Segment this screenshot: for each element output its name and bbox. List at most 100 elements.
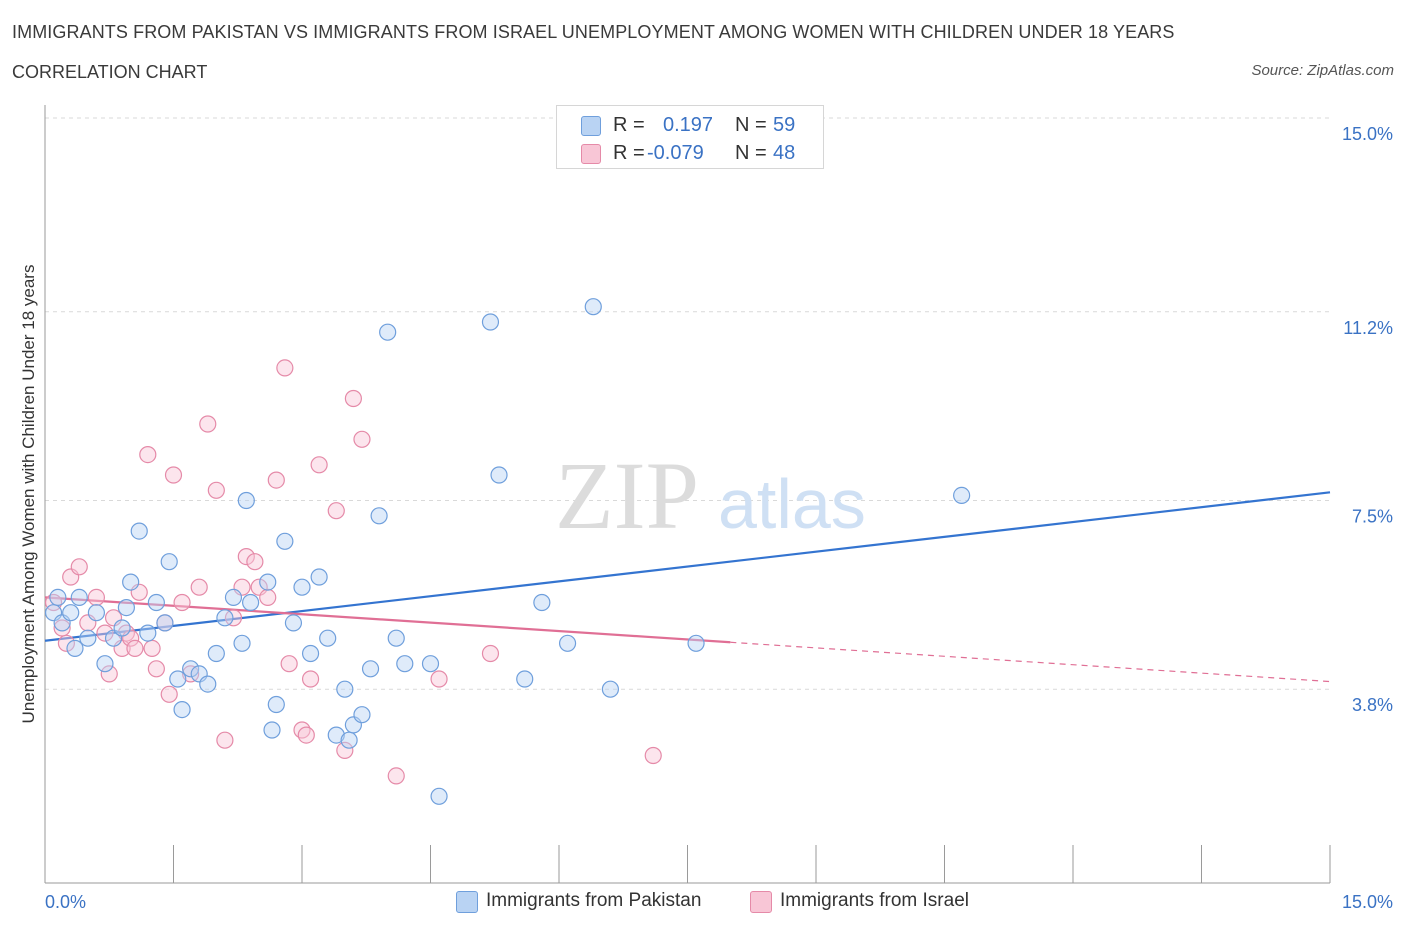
data-point-israel — [139, 446, 157, 464]
data-point-pakistan — [301, 644, 320, 663]
data-point-israel — [267, 471, 285, 489]
data-point-pakistan — [396, 655, 414, 673]
data-point-israel — [147, 660, 165, 678]
y-tick-label: 3.8% — [1352, 695, 1393, 715]
data-point-pakistan — [147, 593, 165, 612]
bottom-legend-label-pakistan: Immigrants from Pakistan — [486, 890, 702, 911]
legend-n-label: N = — [735, 114, 767, 136]
data-point-pakistan — [310, 568, 328, 586]
data-point-pakistan — [361, 660, 380, 678]
y-axis-label: Unemployment Among Women with Children U… — [19, 265, 38, 724]
data-point-pakistan — [319, 629, 337, 647]
data-point-pakistan — [584, 298, 602, 316]
legend-n-label: N = — [735, 142, 767, 164]
data-point-israel — [276, 359, 294, 377]
data-point-israel — [301, 670, 320, 688]
data-point-pakistan — [430, 787, 448, 805]
data-point-israel — [644, 746, 662, 765]
data-point-pakistan — [336, 680, 354, 698]
data-point-pakistan — [122, 573, 140, 591]
data-point-israel — [190, 578, 208, 596]
data-point-israel — [100, 665, 118, 683]
legend-r-label: R = — [613, 142, 645, 164]
y-tick-label: 11.2% — [1343, 318, 1393, 338]
data-point-israel — [259, 588, 277, 607]
trend-line-israel — [44, 596, 731, 644]
data-point-israel — [207, 481, 225, 499]
data-point-israel — [237, 547, 255, 566]
x-tick-label: 15.0% — [1342, 892, 1393, 912]
correlation-legend: R = 0.197 N = 59 R = -0.079 N = 48 — [556, 105, 824, 169]
data-point-pakistan — [87, 604, 106, 622]
chart-title: IMMIGRANTS FROM PAKISTAN VS IMMIGRANTS F… — [12, 22, 1175, 42]
data-points — [44, 298, 971, 805]
y-tick-label: 7.5% — [1352, 507, 1393, 527]
data-point-pakistan — [558, 634, 577, 652]
legend-n-value-pakistan: 59 — [773, 114, 796, 136]
data-point-pakistan — [117, 598, 135, 617]
data-point-israel — [216, 731, 234, 749]
legend-r-label: R = — [613, 114, 645, 136]
data-point-pakistan — [233, 634, 251, 652]
data-point-pakistan — [79, 629, 97, 647]
data-point-pakistan — [113, 619, 131, 637]
legend-r-value-pakistan: 0.197 — [663, 114, 714, 136]
bottom-legend-label-israel: Immigrants from Israel — [780, 890, 969, 911]
legend-swatch-israel — [581, 144, 601, 164]
data-point-israel — [164, 466, 183, 484]
data-point-pakistan — [242, 593, 260, 612]
data-point-pakistan — [156, 614, 174, 632]
source-note: Source: ZipAtlas.com — [1251, 62, 1394, 79]
data-point-pakistan — [224, 588, 243, 607]
data-point-pakistan — [421, 655, 440, 673]
watermark: ZIP atlas — [555, 442, 866, 549]
data-point-pakistan — [169, 670, 187, 688]
data-point-pakistan — [267, 695, 285, 714]
legend-swatch-pakistan — [581, 116, 601, 136]
data-point-israel — [173, 593, 191, 612]
trend-lines — [44, 491, 1331, 683]
data-point-pakistan — [216, 609, 234, 627]
data-point-pakistan — [533, 593, 551, 612]
bottom-legend-swatch-pakistan — [456, 891, 478, 913]
data-point-pakistan — [160, 553, 178, 571]
watermark-zip: ZIP — [555, 442, 699, 549]
data-point-pakistan — [66, 639, 84, 658]
data-point-pakistan — [237, 491, 255, 510]
data-point-israel — [199, 415, 217, 433]
data-point-israel — [96, 624, 114, 642]
watermark-atlas: atlas — [718, 465, 866, 543]
data-point-pakistan — [284, 614, 303, 632]
data-point-pakistan — [516, 670, 534, 688]
tick-labels: 3.8% 7.5% 11.2% 15.0% 0.0% 15.0% — [45, 124, 1393, 912]
data-point-pakistan — [379, 323, 397, 341]
data-point-pakistan — [139, 624, 157, 642]
data-point-pakistan — [173, 700, 191, 719]
y-tick-label: 15.0% — [1342, 124, 1393, 144]
data-point-pakistan — [62, 604, 80, 622]
data-point-pakistan — [207, 644, 225, 663]
data-point-pakistan — [199, 675, 217, 693]
data-point-pakistan — [96, 655, 114, 673]
data-point-pakistan — [327, 726, 345, 744]
legend-r-value-israel: -0.079 — [647, 142, 704, 164]
data-point-israel — [327, 502, 345, 520]
data-point-israel — [430, 670, 448, 688]
data-point-pakistan — [263, 721, 281, 739]
data-point-pakistan — [353, 706, 371, 724]
data-point-israel — [310, 456, 328, 474]
chart-subtitle: CORRELATION CHART — [12, 62, 208, 82]
data-point-israel — [344, 389, 362, 408]
data-point-israel — [297, 726, 315, 744]
data-point-pakistan — [490, 466, 508, 484]
data-point-israel — [57, 634, 76, 652]
data-point-israel — [126, 639, 144, 658]
legend-n-value-israel: 48 — [773, 142, 796, 164]
data-point-israel — [87, 588, 106, 607]
data-point-pakistan — [182, 660, 200, 678]
data-point-pakistan — [601, 680, 620, 698]
data-point-pakistan — [387, 629, 405, 647]
data-point-israel — [70, 558, 88, 576]
trend-line-pakistan — [44, 491, 1331, 642]
